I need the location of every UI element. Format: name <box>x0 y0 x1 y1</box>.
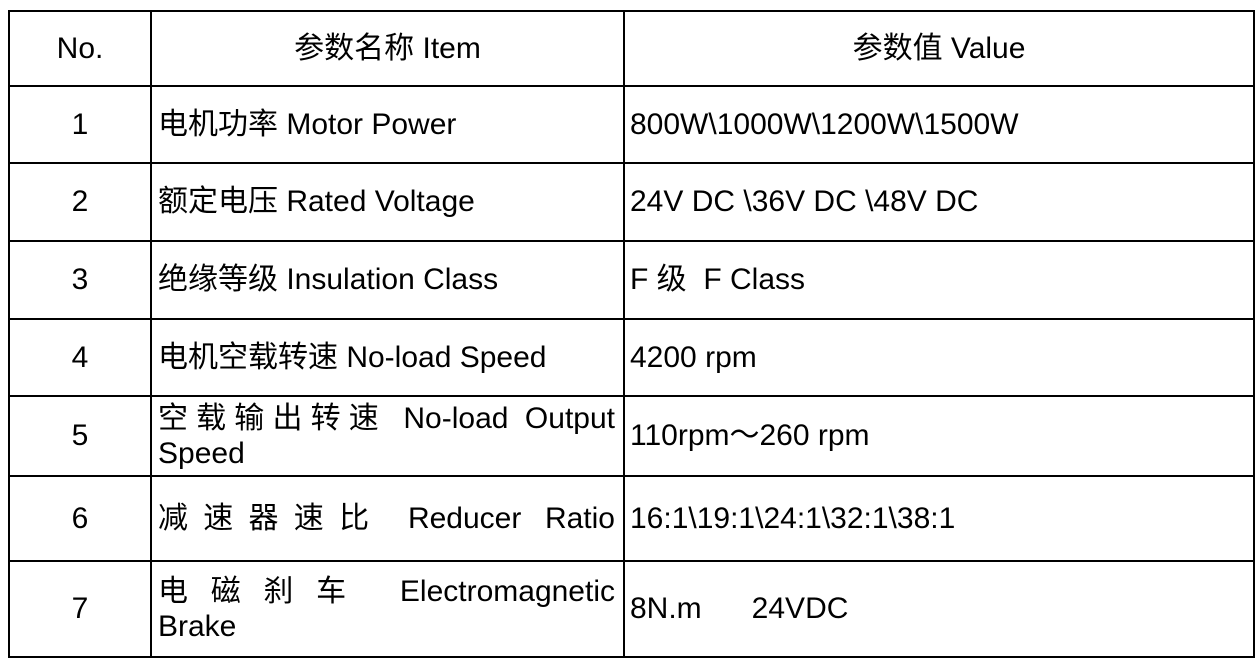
table-row: 2 额定电压 Rated Voltage 24V DC \36V DC \48V… <box>8 162 1255 242</box>
header-value: 参数值 Value <box>623 10 1255 87</box>
value-cell: 110rpm～260 rpm <box>623 395 1255 477</box>
item-text-line1: 空载输出转速 No-load Output <box>158 401 615 435</box>
value-cell: F 级 F Class <box>623 240 1255 320</box>
item-cell: 电机功率 Motor Power <box>150 85 625 164</box>
header-no: No. <box>8 10 152 87</box>
table-row: 3 绝缘等级 Insulation Class F 级 F Class <box>8 240 1255 320</box>
row-number: 5 <box>8 395 152 477</box>
row-number: 6 <box>8 475 152 562</box>
table-row: 7 电磁刹车 Electromagnetic Brake 8N.m 24VDC <box>8 560 1255 658</box>
value-cell: 8N.m 24VDC <box>623 560 1255 658</box>
row-number: 1 <box>8 85 152 164</box>
motor-spec-table: No. 参数名称 Item 参数值 Value 1 电机功率 Motor Pow… <box>8 10 1255 658</box>
table-row: 4 电机空载转速 No-load Speed 4200 rpm <box>8 318 1255 397</box>
item-cell: 额定电压 Rated Voltage <box>150 162 625 242</box>
item-text-line2: Brake <box>158 610 237 643</box>
item-text: 电机功率 Motor Power <box>158 107 457 141</box>
value-cell: 16:1\19:1\24:1\32:1\38:1 <box>623 475 1255 562</box>
row-number: 4 <box>8 318 152 397</box>
table-header-row: No. 参数名称 Item 参数值 Value <box>8 10 1255 87</box>
item-cell: 绝缘等级 Insulation Class <box>150 240 625 320</box>
item-text: 减速器速比 Reducer Ratio <box>158 501 615 535</box>
value-cell: 800W\1000W\1200W\1500W <box>623 85 1255 164</box>
item-cell: 空载输出转速 No-load Output Speed <box>150 395 625 477</box>
item-text: 绝缘等级 Insulation Class <box>158 263 499 297</box>
row-number: 3 <box>8 240 152 320</box>
value-cell: 4200 rpm <box>623 318 1255 397</box>
item-text: 电机空载转速 No-load Speed <box>158 340 547 374</box>
item-cell: 电机空载转速 No-load Speed <box>150 318 625 397</box>
item-cell: 电磁刹车 Electromagnetic Brake <box>150 560 625 658</box>
table-row: 5 空载输出转速 No-load Output Speed 110rpm～260… <box>8 395 1255 477</box>
item-text-line1: 电磁刹车 Electromagnetic <box>158 574 615 608</box>
row-number: 2 <box>8 162 152 242</box>
header-item: 参数名称 Item <box>150 10 625 87</box>
row-number: 7 <box>8 560 152 658</box>
item-cell: 减速器速比 Reducer Ratio <box>150 475 625 562</box>
table-row: 1 电机功率 Motor Power 800W\1000W\1200W\1500… <box>8 85 1255 164</box>
value-cell: 24V DC \36V DC \48V DC <box>623 162 1255 242</box>
item-text: 额定电压 Rated Voltage <box>158 185 475 219</box>
item-text-line2: Speed <box>158 437 245 470</box>
table-row: 6 减速器速比 Reducer Ratio 16:1\19:1\24:1\32:… <box>8 475 1255 562</box>
